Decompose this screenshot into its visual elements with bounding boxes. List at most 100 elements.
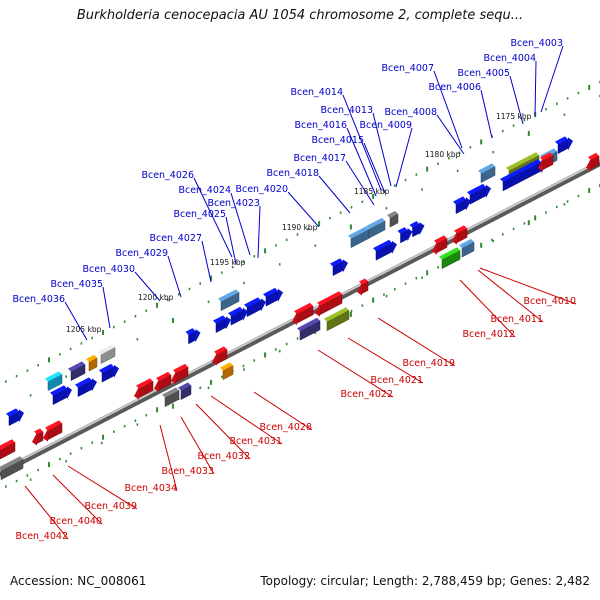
forward-gene-top — [99, 363, 114, 374]
forward-gene — [467, 183, 491, 205]
reverse-gene-body — [299, 320, 321, 341]
forward-gene-label-leader — [342, 94, 382, 191]
forward-gene-label-leader — [102, 286, 111, 329]
forward-gene-top — [263, 287, 278, 298]
reverse-gene — [439, 247, 461, 270]
forward-gene — [218, 289, 240, 312]
reverse-gene-label: Bcen_4032 — [197, 451, 250, 462]
forward-gene — [330, 258, 348, 277]
forward-gene-label: Bcen_4016 — [294, 120, 347, 131]
forward-gene-top — [244, 297, 261, 308]
reverse-gene-label-leader — [67, 465, 138, 510]
forward-gene-label-leader — [363, 142, 386, 194]
forward-gene-label: Bcen_4035 — [50, 279, 103, 290]
forward-gene-top — [75, 377, 92, 388]
reverse-gene-label: Bcen_4031 — [229, 436, 282, 447]
forward-gene — [68, 361, 86, 382]
forward-gene-top — [500, 159, 541, 182]
forward-gene-label-leader — [480, 89, 493, 139]
reverse-gene-top — [0, 439, 15, 451]
reverse-gene — [32, 428, 44, 446]
forward-gene-label-leader — [372, 112, 392, 187]
forward-gene-label-leader — [509, 75, 524, 125]
reverse-gene-top — [294, 302, 313, 315]
forward-gene-label: Bcen_4025 — [173, 209, 226, 220]
forward-gene-label: Bcen_4013 — [320, 105, 373, 116]
reverse-gene-body — [222, 364, 234, 381]
forward-gene — [45, 371, 63, 392]
reverse-gene-top — [434, 235, 447, 244]
reverse-gene-label: Bcen_4019 — [402, 358, 455, 369]
forward-gene-top — [453, 196, 466, 205]
forward-gene-arrowhead — [243, 307, 248, 321]
forward-gene-top — [98, 344, 115, 355]
reverse-gene-arrowhead — [171, 371, 176, 385]
reverse-gene — [0, 439, 16, 460]
reverse-gene-top — [439, 247, 460, 260]
forward-gene-arrowhead — [19, 409, 24, 423]
forward-gene-label: Bcen_4003 — [510, 38, 563, 49]
reverse-gene-top — [136, 378, 153, 389]
reverse-gene-arrowhead — [452, 231, 457, 245]
reverse-gene-arrowhead — [357, 282, 362, 296]
kbp-tick-label: 1200 kbp — [138, 293, 174, 302]
reverse-gene-top — [454, 225, 467, 234]
forward-gene-top — [555, 136, 568, 145]
forward-gene-label-leader — [433, 70, 463, 149]
reverse-gene-label: Bcen_4039 — [84, 501, 137, 512]
forward-gene — [348, 226, 370, 249]
reverse-gene — [220, 362, 234, 381]
reverse-gene — [459, 238, 475, 258]
forward-gene-top — [68, 361, 85, 372]
forward-gene — [478, 163, 496, 184]
forward-gene-arrowhead — [114, 364, 119, 378]
reverse-gene-body — [461, 241, 475, 258]
reverse-gene-label: Bcen_4042 — [15, 531, 68, 542]
forward-gene-top — [467, 183, 486, 196]
reverse-gene — [357, 278, 369, 296]
forward-gene-label: Bcen_4026 — [141, 170, 194, 181]
reverse-gene — [178, 382, 192, 401]
kbp-ticks: 1175 kbp 1180 kbp 1185 kbp 1190 kbp 1195 kbp… — [66, 112, 532, 334]
reverse-gene — [586, 152, 600, 172]
reverse-gene-label: Bcen_4012 — [462, 329, 515, 340]
forward-gene-label-leader — [318, 175, 351, 214]
kbp-tick-label: 1195 kbp — [210, 258, 246, 267]
forward-gene-label-leader — [540, 45, 564, 113]
reverse-gene-top — [359, 278, 368, 285]
reverse-gene-top — [317, 291, 342, 306]
forward-gene — [213, 315, 231, 334]
reverse-gene-arrowhead — [134, 386, 139, 400]
reverse-gene-label-leader — [52, 474, 103, 525]
reverse-gene — [538, 152, 554, 172]
reverse-gene-arrowhead — [315, 303, 320, 317]
reverse-gene-label-leader — [159, 424, 178, 492]
reverse-gene-label-leader — [477, 269, 544, 323]
accession-text: Accession: NC_008061 — [10, 574, 147, 588]
forward-gene — [228, 306, 248, 326]
forward-gene-arrowhead — [568, 137, 573, 151]
reverse-gene-label: Bcen_4040 — [49, 516, 102, 527]
reverse-gene-label-leader — [317, 349, 394, 398]
forward-gene-top — [86, 354, 97, 363]
reverse-gene-top — [214, 346, 227, 355]
reverse-gene-top — [34, 428, 43, 435]
reverse-gene-label: Bcen_4022 — [340, 389, 393, 400]
forward-gene-arrowhead — [392, 240, 397, 254]
forward-gene-label-leader — [64, 301, 88, 341]
forward-gene — [50, 385, 72, 406]
forward-gene — [98, 344, 116, 365]
forward-gene-top — [50, 385, 67, 396]
reverse-gene — [212, 346, 228, 366]
reverse-gene-top — [324, 307, 349, 322]
forward-gene-top — [185, 328, 196, 335]
reverse-gene — [162, 387, 180, 408]
forward-gene-top — [397, 227, 408, 234]
forward-gene-arrowhead — [67, 386, 72, 400]
forward-gene-label: Bcen_4027 — [149, 233, 202, 244]
forward-gene-arrowhead — [195, 329, 201, 343]
gene-labels: Bcen_4003 Bcen_4004 Bcen_4005 Bcen_4006 Bcen… — [12, 38, 576, 542]
forward-gene-top — [218, 289, 239, 302]
forward-gene-top — [387, 210, 398, 219]
